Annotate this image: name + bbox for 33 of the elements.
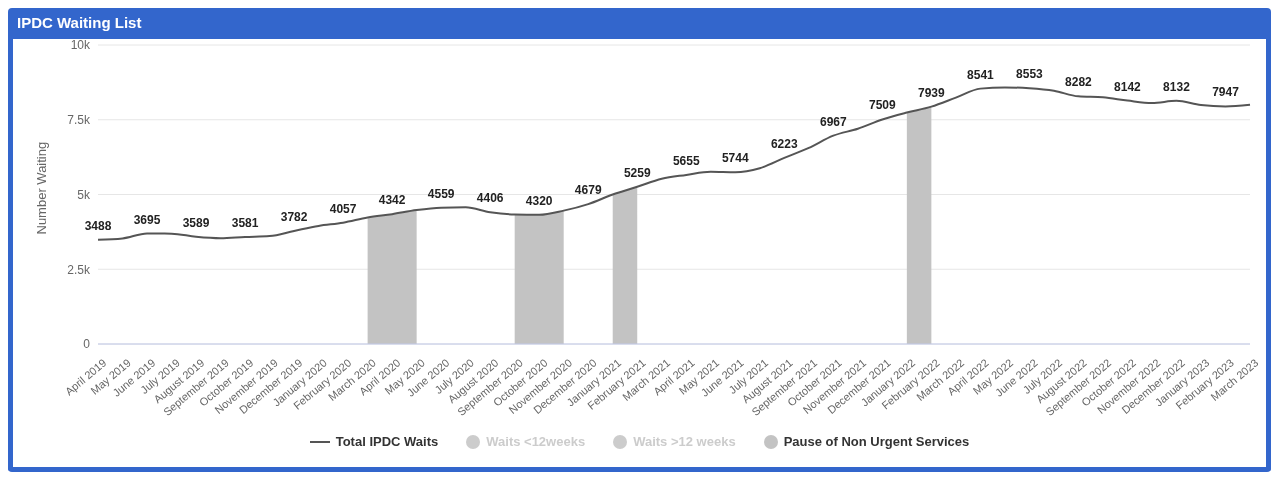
y-tick-label: 7.5k [67, 113, 91, 128]
data-label: 4320 [525, 193, 553, 208]
data-label: 3782 [280, 209, 308, 224]
data-label: 3695 [133, 212, 161, 227]
data-label: 8132 [1163, 79, 1191, 94]
y-tick-label: 0 [83, 337, 91, 352]
data-label: 8282 [1065, 75, 1093, 90]
data-label: 7947 [1212, 85, 1240, 100]
data-label: 5744 [721, 151, 749, 166]
data-label: 8541 [967, 67, 995, 82]
data-label: 6223 [770, 136, 798, 151]
data-label: 8553 [1016, 67, 1044, 82]
data-label: 5655 [672, 153, 700, 168]
data-label: 4406 [476, 191, 504, 206]
data-label: 4679 [574, 183, 602, 198]
data-label: 4342 [378, 193, 406, 208]
y-tick-label: 2.5k [67, 262, 91, 277]
data-label: 8142 [1114, 79, 1142, 94]
legend-label: Pause of Non Urgent Services [783, 434, 970, 449]
chart-title: IPDC Waiting List [13, 8, 1266, 39]
data-label: 4057 [329, 201, 357, 216]
data-label: 7509 [868, 98, 897, 113]
data-label: 6967 [819, 114, 847, 129]
data-label: 5259 [623, 165, 651, 180]
data-label: 3589 [182, 215, 210, 230]
y-tick-label: 10k [70, 38, 91, 53]
y-tick-label: 5k [77, 187, 91, 202]
data-label: 7939 [918, 85, 946, 100]
y-axis-title: Number Waiting [33, 141, 49, 235]
data-label: 3488 [84, 218, 112, 233]
data-label: 3581 [231, 215, 259, 230]
legend-label: Total IPDC Waits [335, 434, 439, 449]
data-label: 4559 [427, 186, 455, 201]
